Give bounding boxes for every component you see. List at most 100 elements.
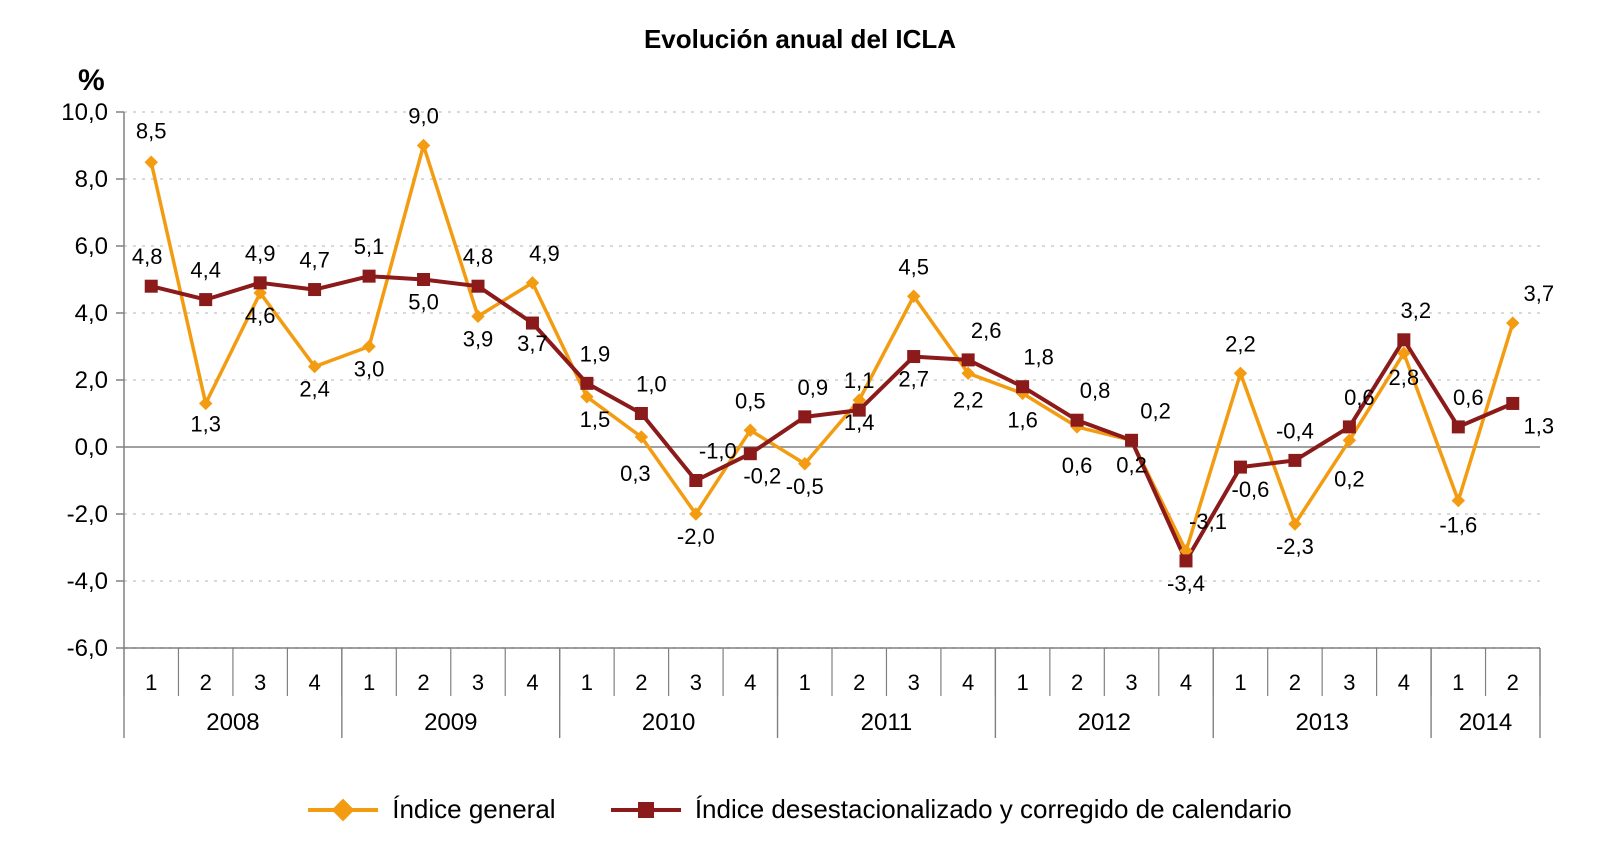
svg-text:5,1: 5,1 — [354, 234, 385, 259]
svg-text:2: 2 — [1507, 670, 1519, 695]
svg-text:1: 1 — [145, 670, 157, 695]
svg-text:-6,0: -6,0 — [67, 635, 108, 662]
svg-text:4,9: 4,9 — [245, 241, 276, 266]
svg-text:10,0: 10,0 — [61, 99, 108, 126]
svg-text:3,0: 3,0 — [354, 357, 385, 382]
svg-text:-0,2: -0,2 — [743, 464, 781, 489]
svg-text:3: 3 — [690, 670, 702, 695]
svg-text:8,5: 8,5 — [136, 118, 167, 143]
svg-text:8,0: 8,0 — [75, 166, 108, 193]
svg-text:0,2: 0,2 — [1334, 466, 1365, 491]
svg-text:1,0: 1,0 — [636, 372, 667, 397]
svg-text:1: 1 — [1016, 670, 1028, 695]
svg-text:2013: 2013 — [1295, 709, 1348, 736]
svg-text:4,4: 4,4 — [190, 258, 221, 283]
svg-text:3,9: 3,9 — [463, 326, 494, 351]
legend-marker-1 — [332, 798, 355, 821]
svg-text:4,9: 4,9 — [529, 241, 560, 266]
svg-text:2012: 2012 — [1078, 709, 1131, 736]
svg-text:0,5: 0,5 — [735, 388, 766, 413]
svg-text:2: 2 — [635, 670, 647, 695]
svg-text:-0,6: -0,6 — [1232, 477, 1270, 502]
legend: Índice general Índice desestacionalizado… — [0, 788, 1600, 826]
svg-text:0,2: 0,2 — [1140, 398, 1171, 423]
svg-text:-4,0: -4,0 — [67, 568, 108, 595]
chart-svg: -6,0 -4,0 -2,0 0,0 2,0 4,0 6,0 8,0 10,0 1 2 3 4 1 2 3 4 1… — [0, 0, 1600, 845]
svg-text:2011: 2011 — [861, 709, 913, 736]
svg-text:2,0: 2,0 — [75, 367, 108, 394]
svg-text:0,3: 0,3 — [620, 461, 651, 486]
svg-text:2009: 2009 — [424, 709, 477, 736]
legend-swatch-1 — [308, 808, 378, 812]
svg-text:-3,1: -3,1 — [1189, 509, 1227, 534]
svg-text:2,4: 2,4 — [299, 377, 330, 402]
svg-text:6,0: 6,0 — [75, 233, 108, 260]
svg-text:3,2: 3,2 — [1401, 298, 1432, 323]
svg-text:1,6: 1,6 — [1007, 407, 1038, 432]
svg-text:1: 1 — [363, 670, 375, 695]
svg-text:2: 2 — [1071, 670, 1083, 695]
svg-text:0,8: 0,8 — [1080, 378, 1111, 403]
svg-text:3,7: 3,7 — [1523, 281, 1554, 306]
svg-text:5,0: 5,0 — [408, 290, 439, 315]
legend-item-2: Índice desestacionalizado y corregido de… — [611, 794, 1292, 825]
svg-text:4,6: 4,6 — [245, 303, 276, 328]
svg-text:1,3: 1,3 — [1523, 413, 1554, 438]
svg-text:2: 2 — [1289, 670, 1301, 695]
svg-text:-1,0: -1,0 — [699, 439, 737, 464]
legend-marker-2 — [638, 802, 654, 818]
svg-text:-2,0: -2,0 — [677, 524, 715, 549]
svg-text:1: 1 — [1234, 670, 1246, 695]
svg-text:-0,4: -0,4 — [1276, 418, 1314, 443]
svg-text:1,4: 1,4 — [844, 410, 875, 435]
legend-item-1: Índice general — [308, 794, 555, 825]
svg-text:4,5: 4,5 — [898, 254, 929, 279]
legend-swatch-2 — [611, 808, 681, 812]
svg-text:2: 2 — [200, 670, 212, 695]
svg-text:2,2: 2,2 — [953, 387, 984, 412]
svg-text:3: 3 — [908, 670, 920, 695]
svg-text:3: 3 — [472, 670, 484, 695]
svg-text:0,6: 0,6 — [1453, 385, 1484, 410]
svg-text:0,9: 0,9 — [797, 375, 828, 400]
svg-text:2010: 2010 — [642, 709, 695, 736]
legend-label-2: Índice desestacionalizado y corregido de… — [695, 794, 1292, 825]
svg-text:2,7: 2,7 — [898, 367, 929, 392]
svg-text:1,5: 1,5 — [580, 407, 611, 432]
legend-label-1: Índice general — [392, 794, 555, 825]
svg-text:4: 4 — [526, 670, 538, 695]
svg-text:2: 2 — [417, 670, 429, 695]
svg-text:4,8: 4,8 — [463, 244, 494, 269]
svg-text:3: 3 — [1125, 670, 1137, 695]
svg-text:1,3: 1,3 — [190, 411, 221, 436]
svg-text:4: 4 — [744, 670, 756, 695]
svg-text:4: 4 — [1180, 670, 1192, 695]
svg-text:1: 1 — [581, 670, 593, 695]
svg-text:0,6: 0,6 — [1062, 453, 1093, 478]
chart-container: Evolución anual del ICLA % -6,0-4,0-2,00… — [0, 0, 1600, 845]
svg-text:2,8: 2,8 — [1389, 365, 1420, 390]
svg-text:4,8: 4,8 — [132, 244, 163, 269]
svg-text:0,0: 0,0 — [75, 434, 108, 461]
svg-text:3,7: 3,7 — [517, 331, 548, 356]
svg-text:1,1: 1,1 — [844, 368, 875, 393]
svg-text:-1,6: -1,6 — [1439, 513, 1477, 538]
svg-text:2: 2 — [853, 670, 865, 695]
svg-text:2,2: 2,2 — [1225, 331, 1256, 356]
svg-text:3: 3 — [1343, 670, 1355, 695]
svg-text:9,0: 9,0 — [408, 104, 439, 129]
svg-text:4,0: 4,0 — [75, 300, 108, 327]
svg-text:2,6: 2,6 — [971, 318, 1002, 343]
svg-text:0,2: 0,2 — [1116, 452, 1147, 477]
svg-text:2014: 2014 — [1459, 709, 1512, 736]
svg-text:1,8: 1,8 — [1023, 345, 1054, 370]
svg-text:-2,3: -2,3 — [1276, 534, 1314, 559]
svg-text:4,7: 4,7 — [299, 248, 330, 273]
svg-text:4: 4 — [1398, 670, 1410, 695]
svg-text:2008: 2008 — [206, 709, 259, 736]
svg-text:0,6: 0,6 — [1344, 385, 1375, 410]
svg-text:-0,5: -0,5 — [786, 474, 824, 499]
svg-text:4: 4 — [308, 670, 320, 695]
svg-text:-3,4: -3,4 — [1167, 571, 1205, 596]
svg-text:4: 4 — [962, 670, 974, 695]
